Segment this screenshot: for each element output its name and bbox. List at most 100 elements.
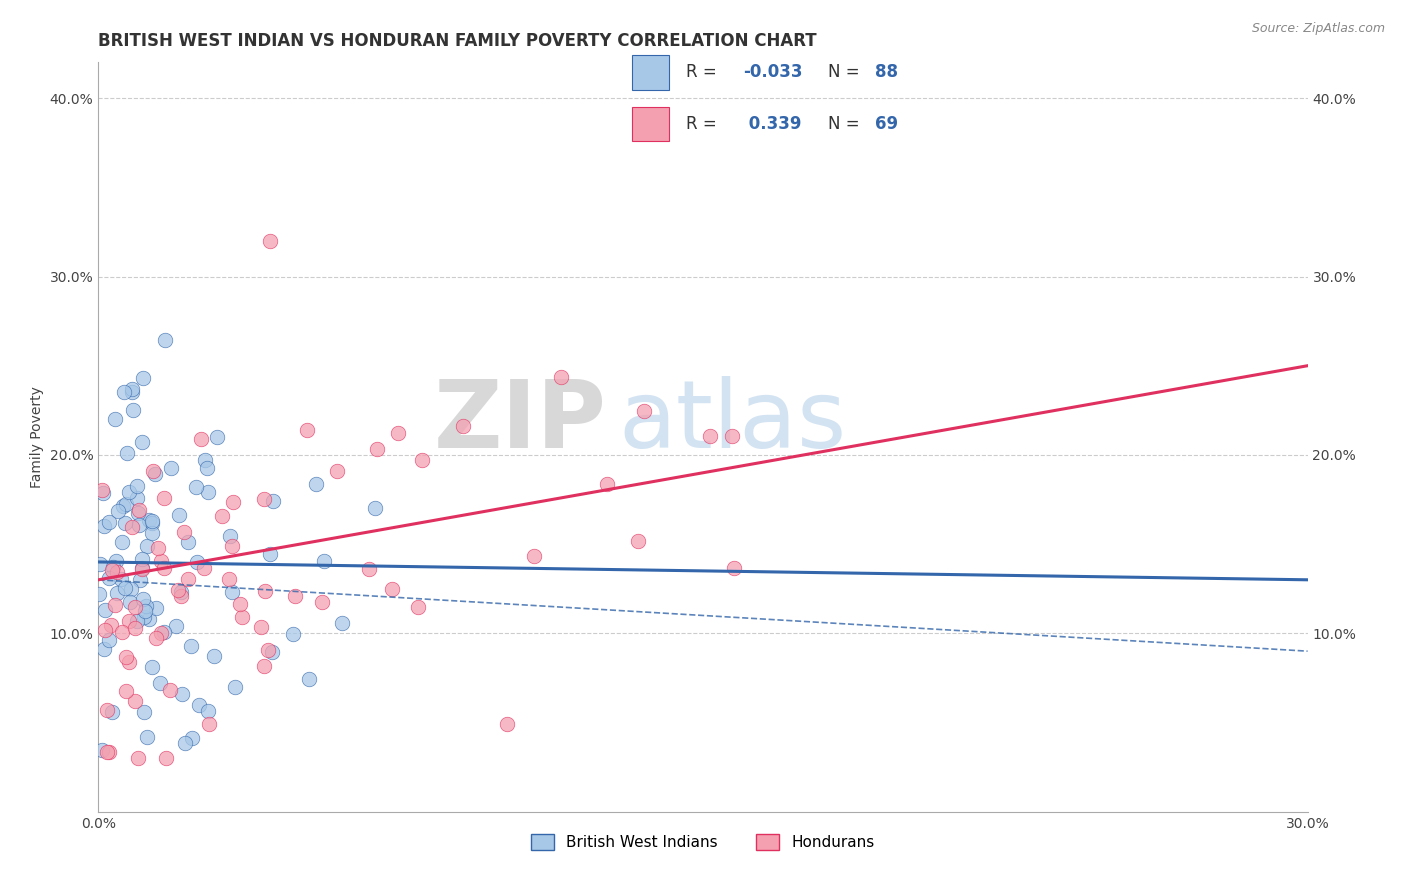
- Point: [121, 520, 143, 534]
- Point: [93, 486, 115, 500]
- Point: [188, 698, 211, 713]
- Point: [121, 582, 143, 596]
- Point: [387, 426, 409, 441]
- Point: [170, 589, 193, 603]
- Point: [167, 583, 190, 598]
- Point: [149, 554, 172, 568]
- Point: [180, 731, 202, 745]
- Point: [167, 508, 190, 522]
- Point: [110, 572, 132, 586]
- Point: [148, 541, 170, 555]
- Point: [364, 501, 387, 516]
- Point: [104, 412, 127, 426]
- Point: [134, 604, 156, 618]
- Point: [357, 562, 380, 576]
- Point: [114, 684, 136, 698]
- Point: [124, 621, 146, 635]
- Point: [633, 403, 655, 417]
- Point: [194, 453, 217, 467]
- Point: [330, 615, 353, 630]
- Point: [143, 467, 166, 481]
- Point: [150, 626, 173, 640]
- Point: [111, 625, 134, 640]
- Point: [262, 494, 284, 508]
- Point: [145, 600, 167, 615]
- Point: [104, 554, 127, 568]
- Text: BRITISH WEST INDIAN VS HONDURAN FAMILY POVERTY CORRELATION CHART: BRITISH WEST INDIAN VS HONDURAN FAMILY P…: [98, 32, 817, 50]
- Point: [132, 592, 155, 607]
- Point: [177, 535, 200, 549]
- Point: [127, 506, 149, 520]
- Point: [451, 419, 474, 434]
- Point: [411, 453, 433, 467]
- Point: [124, 599, 146, 614]
- Point: [93, 642, 115, 657]
- FancyBboxPatch shape: [633, 55, 669, 89]
- Point: [298, 672, 321, 686]
- Point: [281, 627, 304, 641]
- Point: [118, 614, 141, 628]
- Point: [127, 614, 149, 628]
- Point: [91, 483, 114, 497]
- Point: [186, 555, 208, 569]
- Point: [100, 618, 122, 632]
- Point: [180, 639, 202, 653]
- Point: [134, 609, 156, 624]
- Point: [107, 586, 129, 600]
- Point: [131, 551, 153, 566]
- Point: [112, 499, 135, 513]
- Point: [149, 675, 172, 690]
- Text: Source: ZipAtlas.com: Source: ZipAtlas.com: [1251, 22, 1385, 36]
- Point: [176, 572, 198, 586]
- Point: [107, 504, 129, 518]
- Point: [173, 736, 195, 750]
- Point: [153, 491, 176, 505]
- Point: [219, 529, 242, 543]
- Point: [121, 384, 143, 399]
- Point: [122, 403, 145, 417]
- Point: [128, 518, 150, 533]
- Point: [105, 565, 128, 579]
- Point: [141, 514, 163, 528]
- Point: [366, 442, 388, 456]
- Point: [202, 648, 225, 663]
- Point: [523, 549, 546, 563]
- Text: atlas: atlas: [619, 376, 846, 468]
- Legend: British West Indians, Hondurans: British West Indians, Hondurans: [526, 829, 880, 856]
- Text: 69: 69: [875, 115, 898, 133]
- Point: [408, 600, 430, 615]
- FancyBboxPatch shape: [633, 107, 669, 141]
- Point: [127, 751, 149, 765]
- Point: [381, 582, 404, 597]
- Text: ZIP: ZIP: [433, 376, 606, 468]
- Point: [115, 446, 138, 460]
- Point: [496, 716, 519, 731]
- Point: [311, 595, 333, 609]
- Point: [118, 484, 141, 499]
- Point: [198, 716, 221, 731]
- Point: [173, 525, 195, 540]
- Y-axis label: Family Poverty: Family Poverty: [30, 386, 44, 488]
- Text: R =: R =: [686, 63, 723, 81]
- Text: N =: N =: [828, 115, 865, 133]
- Point: [136, 539, 159, 553]
- Point: [186, 480, 208, 494]
- Point: [89, 557, 111, 571]
- Point: [132, 705, 155, 719]
- Point: [254, 583, 277, 598]
- Point: [131, 435, 153, 450]
- Point: [118, 655, 141, 669]
- Point: [297, 423, 319, 437]
- Point: [115, 650, 138, 665]
- Point: [138, 513, 160, 527]
- Text: -0.033: -0.033: [744, 63, 803, 81]
- Point: [87, 587, 110, 601]
- Point: [723, 561, 745, 575]
- Point: [112, 384, 135, 399]
- Point: [142, 464, 165, 478]
- Point: [98, 745, 121, 759]
- Point: [93, 519, 115, 533]
- Point: [224, 681, 246, 695]
- Point: [97, 516, 120, 530]
- Point: [170, 687, 193, 701]
